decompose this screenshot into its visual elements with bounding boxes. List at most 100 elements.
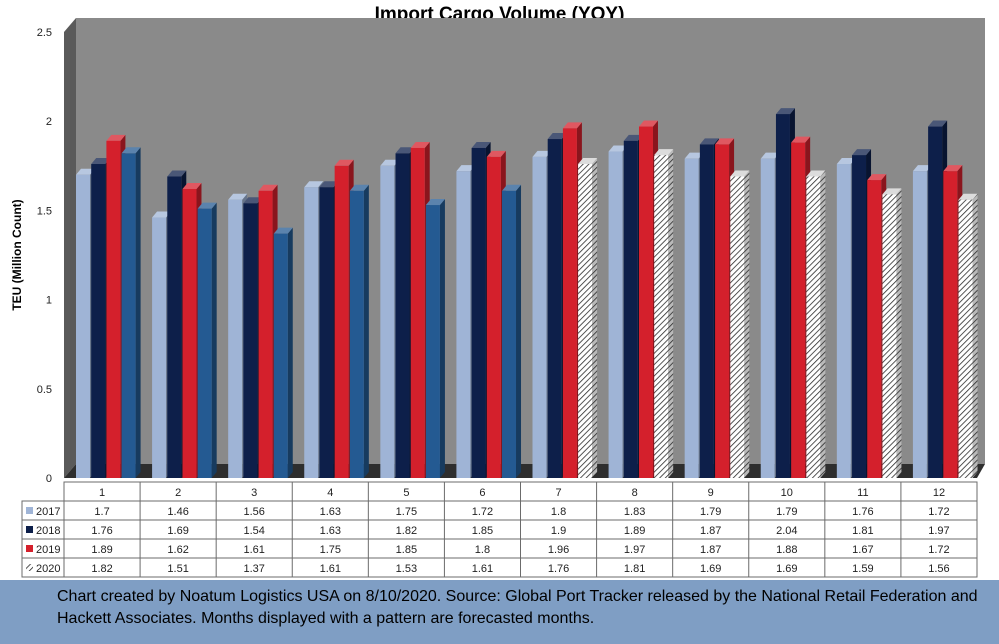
data-label: 1.63 <box>320 506 341 518</box>
bar-top <box>182 182 202 189</box>
data-label: 1.97 <box>624 544 645 556</box>
bar-front <box>608 151 623 478</box>
bar-top <box>623 134 643 141</box>
category-label: 7 <box>555 487 561 499</box>
data-label: 1.76 <box>91 525 112 537</box>
bar-top <box>775 108 795 115</box>
bar-front <box>958 199 973 479</box>
bar-front <box>943 171 958 479</box>
bar-2020-12 <box>958 193 978 479</box>
category-label: 10 <box>781 487 793 499</box>
bar-front <box>928 126 943 478</box>
plot-side-wall <box>64 18 76 478</box>
bar-side <box>668 149 674 478</box>
bar-front <box>349 190 364 478</box>
bar-front <box>91 164 106 479</box>
bar-side <box>820 170 826 478</box>
data-label: 1.83 <box>624 506 645 518</box>
bar-top <box>197 202 217 209</box>
bar-top <box>836 158 856 165</box>
bar-side <box>592 158 598 479</box>
data-label: 1.75 <box>320 544 341 556</box>
bar-front <box>791 142 806 478</box>
data-label: 1.89 <box>91 544 112 556</box>
bar-top <box>304 181 324 188</box>
legend-swatch-2018 <box>26 526 33 533</box>
data-label: 1.61 <box>320 563 341 575</box>
bar-top <box>547 133 567 140</box>
data-label: 1.53 <box>396 563 417 575</box>
bar-front <box>623 140 638 478</box>
bar-front <box>304 187 319 478</box>
bar-front <box>912 171 927 479</box>
bar-top <box>943 165 963 172</box>
data-label: 1.9 <box>551 525 566 537</box>
bar-top <box>76 168 95 175</box>
bar-top <box>760 152 780 159</box>
category-label: 2 <box>175 487 181 499</box>
data-label: 1.61 <box>243 544 264 556</box>
data-label: 1.72 <box>928 544 949 556</box>
bar-2020-2 <box>197 202 217 478</box>
data-label: 1.7 <box>94 506 109 518</box>
data-label: 1.89 <box>624 525 645 537</box>
data-label: 1.61 <box>472 563 493 575</box>
bar-top <box>471 141 491 148</box>
bar-front <box>152 217 167 478</box>
data-label: 1.76 <box>852 506 873 518</box>
bar-front <box>106 140 121 478</box>
category-label: 9 <box>708 487 714 499</box>
data-label: 1.76 <box>548 563 569 575</box>
y-tick-label: 0.5 <box>37 384 52 396</box>
bar-front <box>182 188 197 478</box>
legend-label-2020: 2020 <box>36 563 60 575</box>
bar-front <box>319 187 334 478</box>
y-tick-label: 0 <box>46 473 52 485</box>
bar-2020-11 <box>882 188 902 478</box>
bar-front <box>273 233 288 478</box>
data-label: 1.56 <box>243 506 264 518</box>
bar-side <box>439 199 445 478</box>
bar-top <box>334 159 354 166</box>
data-label: 1.79 <box>776 506 797 518</box>
data-label: 1.85 <box>396 544 417 556</box>
y-axis-label: TEU (Million Count) <box>10 199 24 310</box>
bar-2020-8 <box>654 149 674 478</box>
bar-top <box>106 134 126 141</box>
data-label: 1.69 <box>700 563 721 575</box>
category-label: 11 <box>857 487 868 499</box>
bar-side <box>516 184 522 478</box>
bar-top <box>425 199 445 206</box>
bar-top <box>456 165 476 172</box>
bar-front <box>654 155 669 478</box>
data-label: 1.88 <box>776 544 797 556</box>
plot-floor <box>64 464 985 478</box>
legend-label-2019: 2019 <box>36 544 60 556</box>
bar-front <box>395 153 410 478</box>
bar-top <box>243 197 263 204</box>
bar-front <box>258 190 273 478</box>
bar-front <box>502 190 517 478</box>
bar-side <box>363 184 369 478</box>
bar-top <box>654 149 674 156</box>
bar-top <box>912 165 932 172</box>
bar-front <box>486 156 501 478</box>
category-label: 6 <box>479 487 485 499</box>
category-label: 4 <box>327 487 333 499</box>
data-label: 1.72 <box>928 506 949 518</box>
legend-swatch-2019 <box>26 545 33 552</box>
bar-side <box>896 188 902 478</box>
bar-front <box>852 155 867 478</box>
bar-top <box>806 170 826 177</box>
category-label: 12 <box>933 487 945 499</box>
bar-front <box>456 171 471 479</box>
data-label: 1.81 <box>624 563 645 575</box>
data-label: 1.37 <box>243 563 264 575</box>
bar-2020-3 <box>273 227 293 478</box>
data-label: 1.75 <box>396 506 417 518</box>
data-label: 1.54 <box>243 525 264 537</box>
category-label: 3 <box>251 487 257 499</box>
legend-label-2018: 2018 <box>36 525 60 537</box>
bar-top <box>608 145 628 152</box>
